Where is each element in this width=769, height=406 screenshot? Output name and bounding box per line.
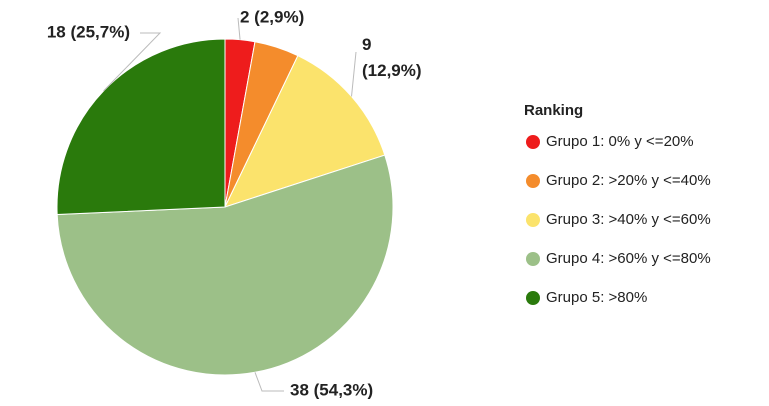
legend-label: Grupo 5: >80% bbox=[546, 289, 647, 306]
data-label: 18 (25,7%) bbox=[47, 22, 130, 41]
leader-line bbox=[351, 51, 357, 97]
legend-marker bbox=[526, 174, 540, 188]
data-label: 9 (12,9%) bbox=[362, 35, 422, 80]
legend-marker bbox=[526, 291, 540, 305]
leader-line bbox=[254, 372, 284, 392]
data-label: 38 (54,3%) bbox=[290, 380, 373, 399]
leader-line bbox=[237, 17, 241, 40]
data-label: 2 (2,9%) bbox=[240, 7, 304, 26]
pie-slice bbox=[224, 54, 386, 208]
leader-line bbox=[103, 32, 162, 92]
legend-label: Grupo 2: >20% y <=40% bbox=[546, 172, 711, 189]
legend-label: Grupo 1: 0% y <=20% bbox=[546, 133, 694, 150]
legend-marker bbox=[526, 252, 540, 266]
legend-marker bbox=[526, 213, 540, 227]
legend-title: Ranking bbox=[524, 102, 583, 119]
legend-marker bbox=[526, 135, 540, 149]
legend-label: Grupo 4: >60% y <=80% bbox=[546, 250, 711, 267]
pie-slice bbox=[56, 38, 226, 216]
legend-label: Grupo 3: >40% y <=60% bbox=[546, 211, 711, 228]
